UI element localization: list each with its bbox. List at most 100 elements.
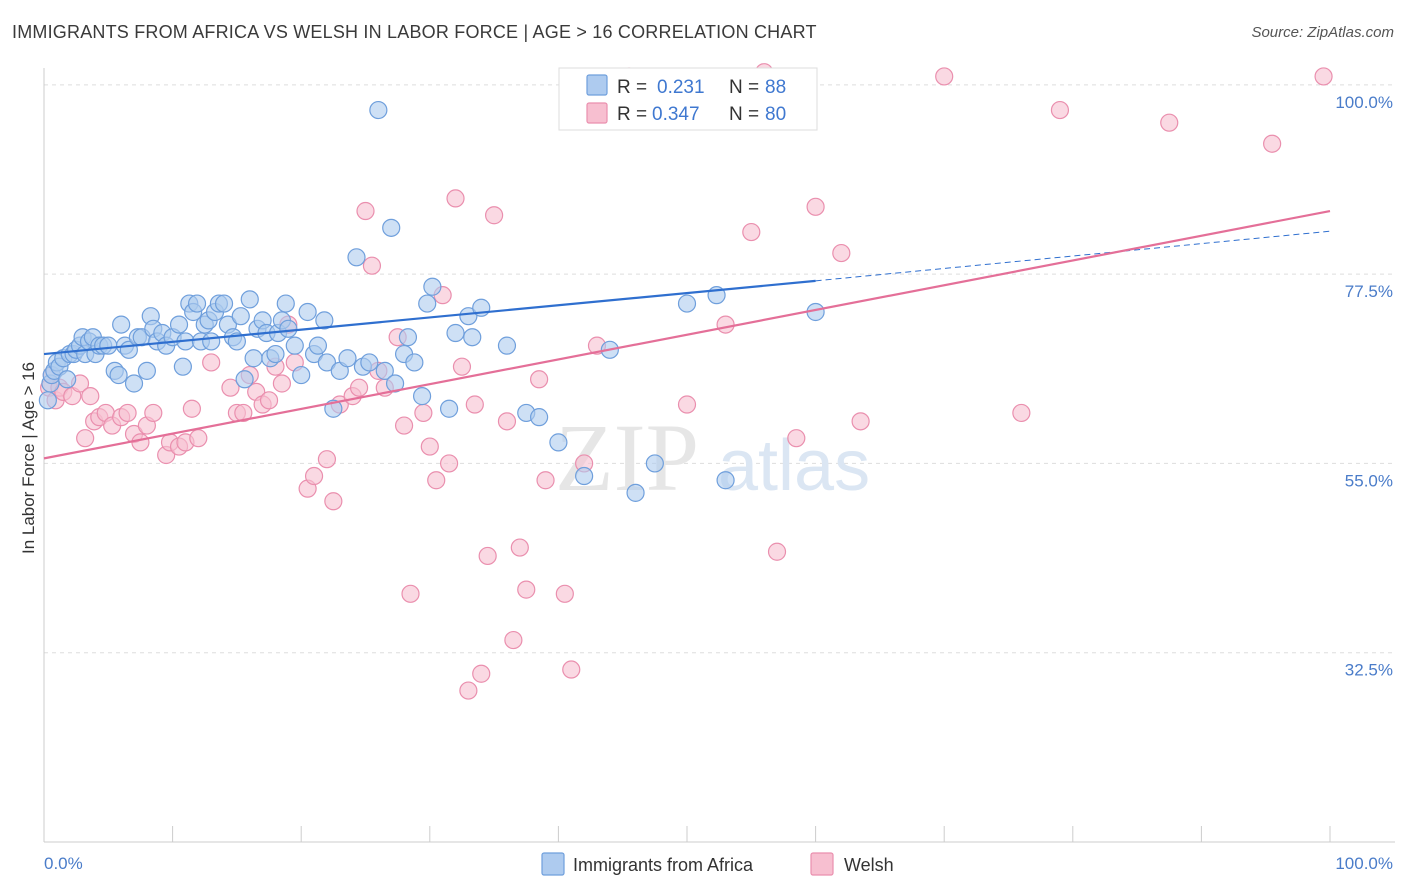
legend-welsh-r-value: 0.347 [652,104,700,125]
africa-point [385,374,405,393]
welsh-point [234,403,253,423]
welsh-point [832,243,851,263]
africa-point [369,100,388,120]
welsh-point [394,416,414,435]
y-tick-label: 77.5% [1345,282,1393,301]
africa-point [315,311,334,330]
series-legend-africa-swatch [541,852,565,876]
africa-point [360,353,379,372]
welsh-point [767,542,787,561]
africa-point [231,307,250,326]
welsh-point [446,189,465,208]
welsh-point [118,403,137,423]
legend-africa-r-label: R = [617,77,647,98]
welsh-point [272,374,292,393]
y-axis-title: In Labor Force | Age > 16 [19,362,38,554]
welsh-point [317,450,337,469]
axes [43,68,1395,843]
africa-point [497,336,517,355]
welsh-point [562,660,581,679]
series-legend-welsh-swatch [810,852,834,876]
series-legend: Immigrants from Africa Welsh [541,852,894,876]
africa-series [38,100,825,502]
y-tick-label: 32.5% [1345,661,1393,680]
welsh-point [259,391,279,410]
africa-point [187,294,207,313]
welsh-point [452,357,472,376]
welsh-point [131,433,150,452]
welsh-point [677,395,697,414]
y-tick-label: 100.0% [1335,93,1393,112]
africa-point [266,344,285,364]
africa-point [235,370,254,389]
africa-point [405,353,424,372]
africa-point [677,294,697,313]
welsh-point [806,197,825,216]
chart-title: IMMIGRANTS FROM AFRICA VS WELSH IN LABOR… [12,22,817,42]
welsh-point [497,412,517,431]
africa-point [58,370,77,389]
africa-point [463,328,482,347]
welsh-point [324,492,343,511]
x-tick-label: 100.0% [1335,854,1393,873]
legend-africa-r-value: 0.231 [657,77,705,98]
legend-africa-swatch [586,74,608,96]
welsh-point [362,256,382,275]
welsh-point [1050,100,1070,120]
africa-point [317,353,337,372]
africa-point [285,336,304,355]
legend-africa-n-value: 88 [765,77,786,98]
welsh-point [485,206,504,225]
welsh-point [356,201,375,221]
welsh-series [40,63,1333,700]
africa-point [173,357,192,376]
africa-point [124,374,144,393]
legend-welsh-swatch [586,102,608,124]
africa-point [423,277,442,296]
welsh-point [536,471,555,490]
welsh-point [787,429,806,448]
africa-point [645,454,664,473]
welsh-point [459,681,478,700]
x-tick-labels: 0.0% 100.0% [44,854,1393,873]
africa-trend-extension [815,230,1331,282]
stats-legend: R = 0.231 N = 88 R = 0.347 N = 80 [558,67,818,131]
trend-lines [43,209,1331,460]
welsh-point [439,454,459,473]
africa-point [202,332,221,351]
welsh-trend-line [43,209,1331,460]
legend-africa-n-label: N = [729,77,759,98]
africa-point [716,471,735,490]
africa-point [446,323,465,343]
welsh-point [742,222,761,242]
welsh-point [472,664,491,683]
legend-welsh-n-label: N = [729,104,759,125]
welsh-point [935,67,954,86]
welsh-point [420,437,439,456]
africa-point [99,336,118,355]
welsh-point [851,412,870,431]
series-legend-africa-label: Immigrants from Africa [573,855,754,875]
welsh-point [555,584,574,603]
africa-point [38,391,57,410]
africa-point [112,315,131,334]
africa-point [459,307,478,326]
welsh-point [1263,134,1282,153]
welsh-point [1012,403,1031,423]
welsh-point [221,378,240,397]
y-tick-label: 55.0% [1345,471,1393,490]
africa-point [109,365,128,385]
welsh-point [427,471,446,490]
africa-point [530,408,549,427]
welsh-point [1314,67,1333,86]
welsh-point [202,353,221,372]
africa-trend-line [43,279,816,356]
africa-point [308,336,328,355]
welsh-point [81,387,100,406]
africa-point [549,433,568,452]
watermark: ZIP atlas [555,404,870,511]
source-label: Source: ZipAtlas.com [1251,24,1394,41]
africa-point [169,315,189,334]
welsh-point [401,584,420,603]
